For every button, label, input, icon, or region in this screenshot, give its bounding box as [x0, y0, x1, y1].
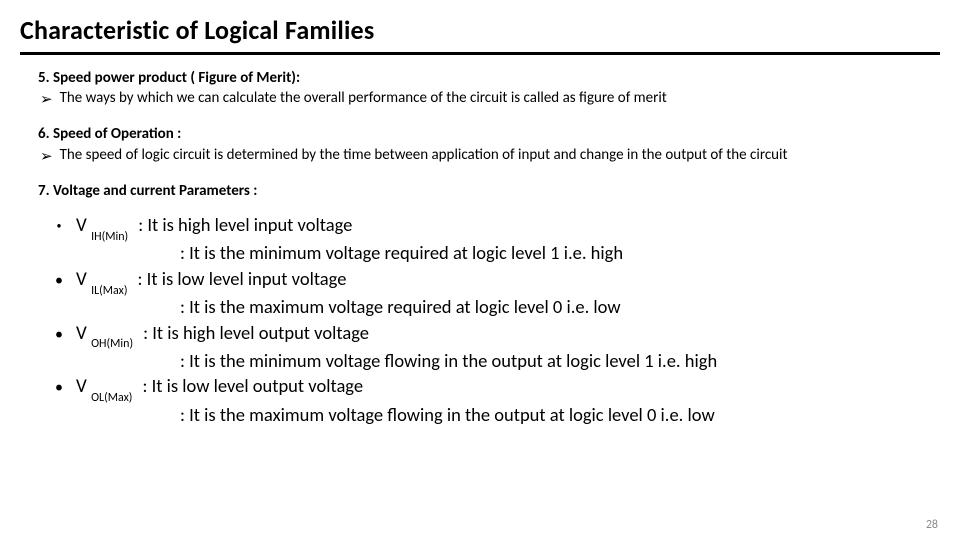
- section-5: 5. Speed power product ( Figure of Merit…: [38, 69, 930, 109]
- section-7: 7. Voltage and current Parameters :: [38, 182, 930, 201]
- slide-page: Characteristic of Logical Families 5. Sp…: [0, 0, 960, 426]
- arrow-icon: ➢: [38, 90, 53, 109]
- vparam-1-text2: : It is the maximum voltage required at …: [52, 295, 930, 319]
- vparam-3-symbol: V OL(Max): [76, 375, 132, 402]
- section-5-item: ➢ The ways by which we can calculate the…: [38, 89, 930, 109]
- page-title: Characteristic of Logical Families: [20, 14, 940, 55]
- section-6: 6. Speed of Operation : ➢ The speed of l…: [38, 125, 930, 165]
- bullet-icon: •: [52, 377, 66, 399]
- bullet-icon: •: [52, 324, 66, 346]
- vparam-2-text1: : It is high level output voltage: [143, 321, 369, 345]
- vparam-1-sub: IL(Max): [91, 284, 127, 298]
- vparam-0-line1: • V IH(Min) : It is high level input vol…: [52, 213, 930, 241]
- vparam-1-text1: : It is low level input voltage: [138, 267, 347, 291]
- content-area: 5. Speed power product ( Figure of Merit…: [20, 55, 940, 426]
- vparam-3-text1: : It is low level output voltage: [142, 374, 363, 398]
- vparam-row-0: • V IH(Min) : It is high level input vol…: [52, 213, 930, 265]
- vparam-row-2: • V OH(Min) : It is high level output vo…: [52, 321, 930, 373]
- vparam-2-symbol: V OH(Min): [76, 322, 133, 349]
- vparam-2-text2: : It is the minimum voltage flowing in t…: [52, 349, 930, 373]
- page-number: 28: [926, 518, 938, 532]
- vparam-3-sub: OL(Max): [91, 391, 132, 405]
- vparam-3-text2: : It is the maximum voltage flowing in t…: [52, 403, 930, 427]
- vparam-3-line1: • V OL(Max) : It is low level output vol…: [52, 374, 930, 402]
- section-7-head: 7. Voltage and current Parameters :: [38, 182, 930, 201]
- vparam-0-symbol: V IH(Min): [76, 214, 128, 241]
- vparam-1-symbol: V IL(Max): [76, 268, 128, 295]
- vparam-2-line1: • V OH(Min) : It is high level output vo…: [52, 321, 930, 349]
- bullet-icon: •: [52, 270, 66, 292]
- section-6-item: ➢ The speed of logic circuit is determin…: [38, 146, 930, 166]
- vparam-row-1: • V IL(Max) : It is low level input volt…: [52, 267, 930, 319]
- vparam-0-sub: IH(Min): [91, 230, 128, 244]
- arrow-icon: ➢: [38, 147, 53, 166]
- voltage-params: • V IH(Min) : It is high level input vol…: [38, 207, 930, 426]
- section-6-text: The speed of logic circuit is determined…: [60, 146, 930, 165]
- bullet-icon: •: [52, 219, 66, 233]
- vparam-2-sub: OH(Min): [91, 337, 133, 351]
- section-5-text: The ways by which we can calculate the o…: [60, 89, 930, 108]
- vparam-0-text1: : It is high level input voltage: [138, 213, 352, 237]
- vparam-1-line1: • V IL(Max) : It is low level input volt…: [52, 267, 930, 295]
- section-6-head: 6. Speed of Operation :: [38, 125, 930, 144]
- vparam-0-text2: : It is the minimum voltage required at …: [52, 241, 930, 265]
- section-5-head: 5. Speed power product ( Figure of Merit…: [38, 69, 930, 88]
- vparam-row-3: • V OL(Max) : It is low level output vol…: [52, 374, 930, 426]
